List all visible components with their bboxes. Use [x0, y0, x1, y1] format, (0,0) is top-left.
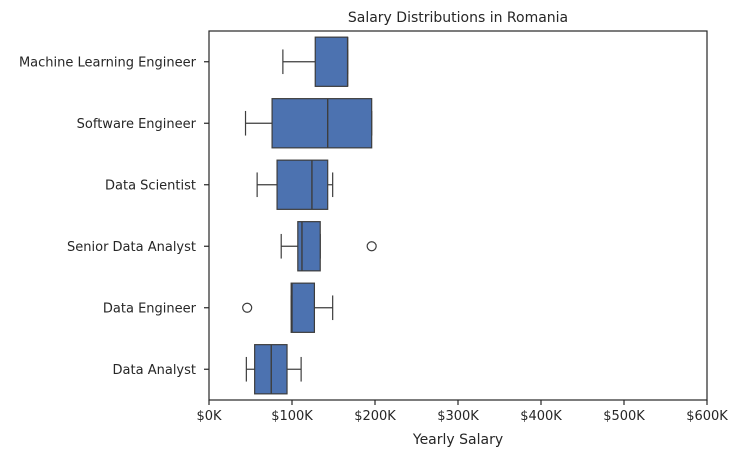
y-tick-label: Senior Data Analyst — [67, 240, 196, 255]
y-tick-label: Machine Learning Engineer — [19, 55, 197, 70]
iqr-box — [297, 221, 321, 272]
y-tick-label: Data Analyst — [113, 363, 196, 378]
box-2 — [256, 159, 334, 210]
x-tick-label: $600K — [686, 409, 728, 424]
x-tick-label: $200K — [354, 409, 396, 424]
outlier-point — [366, 241, 377, 252]
y-tick-label: Software Engineer — [77, 117, 197, 132]
x-tick-label: $300K — [437, 409, 479, 424]
box-0 — [282, 36, 349, 87]
box-3 — [280, 221, 377, 272]
x-tick-label: $100K — [271, 409, 313, 424]
x-tick-label: $400K — [520, 409, 562, 424]
iqr-box — [271, 98, 373, 149]
box-5 — [245, 344, 302, 395]
y-axis: Machine Learning Engineer Software Engine… — [19, 55, 209, 378]
x-tick-label: $500K — [603, 409, 645, 424]
y-tick-label: Data Scientist — [105, 178, 196, 193]
y-tick-label: Data Engineer — [103, 301, 197, 316]
iqr-box — [276, 159, 329, 210]
iqr-box — [314, 36, 349, 87]
outlier-point — [242, 302, 253, 313]
box-4 — [242, 282, 334, 333]
x-tick-label: $0K — [196, 409, 222, 424]
x-axis-label: Yearly Salary — [412, 432, 503, 448]
boxes-layer — [242, 36, 377, 395]
chart-title: Salary Distributions in Romania — [348, 10, 568, 26]
iqr-box — [290, 282, 316, 333]
box-1 — [244, 98, 373, 149]
x-axis: $0K $100K $200K $300K $400K $500K $600K — [196, 400, 728, 424]
